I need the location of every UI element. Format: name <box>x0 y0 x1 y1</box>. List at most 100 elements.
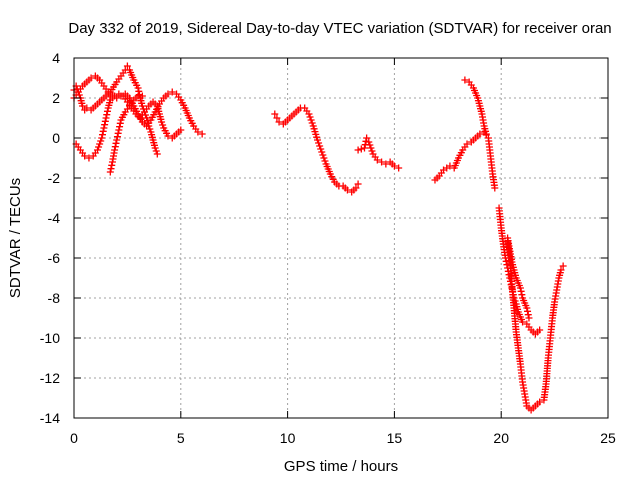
x-axis-label: GPS time / hours <box>284 458 398 475</box>
data-point-marker <box>164 90 172 98</box>
data-point-marker <box>321 157 329 165</box>
data-point-marker <box>316 142 324 150</box>
series-arc-d <box>106 92 146 176</box>
data-point-marker <box>115 90 123 98</box>
data-point-marker <box>164 132 172 140</box>
data-point-marker <box>81 152 89 160</box>
data-point-marker <box>113 136 121 144</box>
x-tick-label: 10 <box>280 430 296 446</box>
series-arc-e <box>271 104 362 196</box>
series-arc-a <box>70 62 161 158</box>
series-arc-k <box>504 234 533 322</box>
data-point-marker <box>103 111 111 119</box>
data-point-marker <box>390 162 398 170</box>
data-point-marker <box>461 76 469 84</box>
data-point-marker <box>320 154 328 162</box>
data-point-marker <box>102 114 110 122</box>
data-point-marker <box>95 143 103 151</box>
series-arc-c <box>72 90 185 162</box>
data-point-marker <box>363 134 371 142</box>
data-point-marker <box>114 129 122 137</box>
data-point-marker <box>97 137 105 145</box>
data-point-marker <box>275 118 283 126</box>
data-point-marker <box>158 118 166 126</box>
data-point-marker <box>482 130 490 138</box>
data-point-marker <box>146 125 154 133</box>
data-point-marker <box>318 148 326 156</box>
data-point-marker <box>306 113 314 121</box>
series-arc-b <box>70 72 206 138</box>
data-point-marker <box>151 144 159 152</box>
data-point-marker <box>502 257 510 265</box>
x-tick-label: 0 <box>70 430 78 446</box>
data-point-marker <box>138 102 146 110</box>
data-point-marker <box>525 314 533 322</box>
data-point-marker <box>491 184 499 192</box>
series-arc-g <box>431 128 499 192</box>
data-point-marker <box>519 318 527 326</box>
x-tick-label: 5 <box>177 430 185 446</box>
data-point-marker <box>319 151 327 159</box>
data-point-marker <box>111 143 119 151</box>
data-point-marker <box>113 133 121 141</box>
y-tick-label: -6 <box>48 250 61 266</box>
data-point-marker <box>134 84 142 92</box>
data-point-marker <box>517 287 525 295</box>
data-point-marker <box>103 107 111 115</box>
data-point-marker <box>116 123 124 131</box>
y-tick-label: -10 <box>40 330 60 346</box>
data-point-marker <box>99 127 107 135</box>
data-point-marker <box>115 126 123 134</box>
series-arc-h <box>461 76 490 138</box>
data-point-marker <box>524 307 532 315</box>
data-points <box>70 62 567 414</box>
chart-title: Day 332 of 2019, Sidereal Day-to-day VTE… <box>68 20 611 37</box>
data-point-marker <box>365 138 373 146</box>
data-point-marker <box>523 304 531 312</box>
data-point-marker <box>395 164 403 172</box>
y-tick-label: 0 <box>52 130 60 146</box>
data-point-marker <box>152 147 160 155</box>
data-point-marker <box>382 160 390 168</box>
data-point-marker <box>112 139 120 147</box>
data-point-marker <box>559 262 567 270</box>
x-tick-label: 25 <box>600 430 616 446</box>
axis-ticks <box>73 57 609 419</box>
y-tick-label: 4 <box>52 50 60 66</box>
data-point-marker <box>343 186 351 194</box>
x-tick-label: 15 <box>387 430 403 446</box>
data-point-marker <box>101 121 109 129</box>
data-point-marker <box>352 184 360 192</box>
data-point-marker <box>93 146 101 154</box>
data-point-marker <box>123 62 131 70</box>
data-point-marker <box>135 87 143 95</box>
series-arc-j <box>504 238 567 414</box>
data-point-marker <box>273 114 281 122</box>
data-point-marker <box>367 144 375 152</box>
x-tick-labels: 0 5 10 15 20 25 <box>70 430 616 446</box>
data-point-marker <box>463 140 471 148</box>
data-point-marker <box>315 139 323 147</box>
data-point-marker <box>194 128 202 136</box>
data-point-marker <box>368 147 376 155</box>
data-point-marker <box>96 140 104 148</box>
data-point-marker <box>271 110 279 118</box>
data-point-marker <box>476 130 484 138</box>
data-point-marker <box>518 291 526 299</box>
data-point-marker <box>557 266 565 274</box>
x-tick-label: 20 <box>493 430 509 446</box>
y-tick-labels: -14 -12 -10 -8 -6 -4 -2 0 2 4 <box>40 50 60 426</box>
data-point-marker <box>366 141 374 149</box>
data-point-marker <box>177 126 185 134</box>
y-tick-label: -14 <box>40 410 60 426</box>
y-tick-label: 2 <box>52 90 60 106</box>
data-point-marker <box>108 161 116 169</box>
data-point-marker <box>536 398 544 406</box>
data-point-marker <box>101 117 109 125</box>
data-point-marker <box>314 136 322 144</box>
plot-frame <box>73 57 609 419</box>
data-point-marker <box>111 92 119 100</box>
data-point-marker <box>357 145 365 153</box>
